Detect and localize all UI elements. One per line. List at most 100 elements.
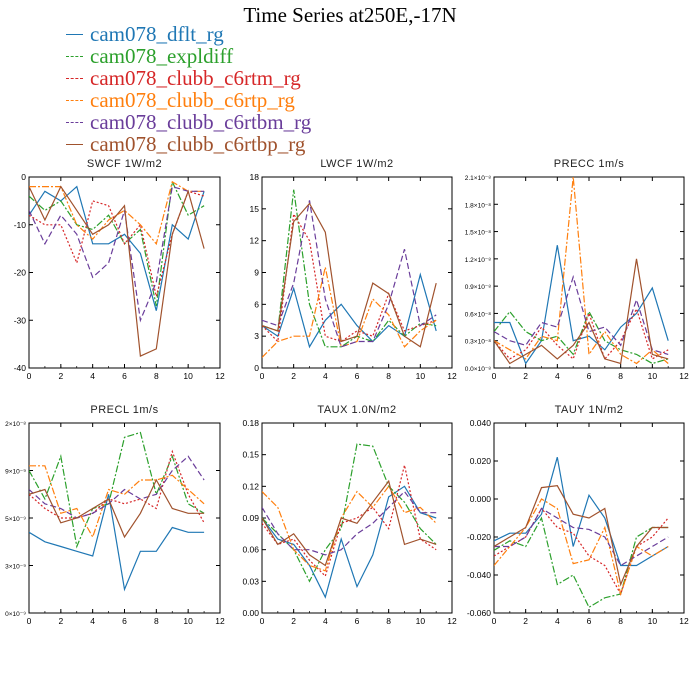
- legend-swatch: [66, 78, 83, 79]
- chart-title: SWCF 1W/m2: [87, 158, 162, 170]
- series-group: [494, 177, 669, 365]
- plot-frame: [261, 422, 453, 614]
- x-tick-label: 0: [492, 616, 497, 626]
- series-line: [262, 202, 437, 348]
- y-tick-label: 5×10⁻⁹: [5, 516, 26, 523]
- series-line: [262, 479, 437, 567]
- y-tick-label: -30: [14, 315, 27, 325]
- chart-panel: SWCF 1W/m2 0 2 4 6 8 10 12 -40 -30 -20 -10 0: [14, 158, 225, 381]
- series-line: [29, 478, 205, 539]
- y-tick-label: -20: [14, 268, 27, 278]
- y-tick-label: 12: [250, 236, 260, 246]
- x-tick-label: 10: [183, 616, 193, 626]
- legend-label: cam078_expldiff: [90, 44, 234, 68]
- y-tick-label: -0.020: [467, 532, 491, 542]
- x-tick-label: 6: [587, 616, 592, 626]
- y-tick-label: 1.8×10⁻⁸: [465, 202, 491, 209]
- y-tick-label: 6: [254, 299, 259, 309]
- series-line: [494, 516, 669, 609]
- series-line: [494, 507, 669, 567]
- x-tick-label: 2: [523, 371, 528, 381]
- series-line: [262, 272, 437, 349]
- series-line: [262, 485, 437, 599]
- series-line: [494, 274, 669, 355]
- y-tick-label: 0.040: [470, 418, 492, 428]
- x-tick-label: 4: [323, 616, 328, 626]
- y-tick-label: -10: [14, 220, 27, 230]
- series-line: [29, 185, 205, 357]
- x-tick-label: 2: [291, 371, 296, 381]
- series-line: [262, 485, 437, 572]
- series-line: [262, 189, 437, 348]
- x-tick-label: 8: [618, 616, 623, 626]
- x-tick-label: 6: [355, 371, 360, 381]
- y-tick-label: 0.12: [242, 481, 259, 491]
- x-tick-label: 12: [447, 371, 457, 381]
- legend-label: cam078_clubb_c6rtbp_rg: [90, 132, 306, 156]
- y-tick-label: 0.18: [242, 418, 259, 428]
- series-line: [494, 457, 669, 567]
- figure-title: Time Series at250E,-17N: [243, 3, 457, 27]
- legend-swatch: [66, 56, 83, 57]
- x-tick-label: 8: [386, 616, 391, 626]
- x-tick-label: 12: [215, 371, 225, 381]
- y-tick-label: 0.15: [242, 450, 259, 460]
- chart-title: PRECL 1m/s: [90, 404, 158, 416]
- y-tick-label: 18: [250, 172, 260, 182]
- chart-panel: TAUY 1N/m2 0 2 4 6 8 10 12 -0.060 -0.040 -0.020 0.0…: [467, 404, 689, 626]
- x-tick-label: 2: [58, 616, 63, 626]
- y-tick-label: 0.3×10⁻⁸: [465, 339, 491, 346]
- legend-label: cam078_dflt_rg: [90, 22, 224, 46]
- y-tick-label: 0×10⁻⁹: [5, 611, 26, 618]
- y-tick-label: 1.5×10⁻⁸: [465, 230, 491, 237]
- series-line: [29, 465, 205, 539]
- series-line: [494, 258, 669, 365]
- legend-label: cam078_clubb_c6rtm_rg: [90, 66, 301, 90]
- chart-title: LWCF 1W/m2: [320, 158, 393, 170]
- x-tick-label: 0: [260, 616, 265, 626]
- y-tick-label: -0.060: [467, 608, 491, 618]
- x-tick-label: 8: [618, 371, 623, 381]
- x-tick-label: 2: [291, 616, 296, 626]
- series-group: [262, 189, 437, 358]
- x-tick-label: 0: [492, 371, 497, 381]
- series-line: [262, 212, 437, 343]
- x-tick-label: 2: [58, 371, 63, 381]
- series-line: [29, 180, 205, 246]
- x-tick-label: 12: [447, 616, 457, 626]
- x-tick-label: 10: [416, 371, 426, 381]
- y-tick-label: 9: [254, 268, 259, 278]
- legend-label: cam078_clubb_c6rtp_rg: [90, 88, 295, 112]
- x-tick-label: 6: [122, 616, 127, 626]
- y-tick-label: 0.09: [242, 513, 259, 523]
- series-line: [494, 498, 669, 597]
- y-tick-label: 0: [21, 172, 26, 182]
- series-line: [494, 485, 669, 587]
- series-line: [29, 179, 205, 307]
- y-tick-label: 1.2×10⁻⁸: [465, 257, 491, 264]
- chart-title: PRECC 1m/s: [554, 158, 624, 170]
- x-tick-label: 2: [523, 616, 528, 626]
- x-tick-label: 8: [154, 371, 159, 381]
- x-tick-label: 10: [183, 371, 193, 381]
- series-group: [494, 457, 669, 609]
- x-tick-label: 8: [154, 616, 159, 626]
- x-tick-label: 12: [679, 616, 689, 626]
- chart-title: TAUX 1.0N/m2: [317, 404, 396, 416]
- chart-panel: LWCF 1W/m2 0 2 4 6 8 10 12 0 3 6 9 12 15 18: [250, 158, 457, 381]
- series-group: [29, 179, 205, 357]
- x-tick-label: 6: [122, 371, 127, 381]
- chart-title: TAUY 1N/m2: [555, 404, 624, 416]
- y-tick-label: 0.9×10⁻⁸: [465, 284, 491, 291]
- y-tick-label: 0: [254, 363, 259, 373]
- plot-frame: [493, 176, 685, 369]
- chart-panel: PRECC 1m/s 0 2 4 6 8 10 12 0.0×10⁻⁸ 0.3×10⁻⁸ 0.6×1…: [465, 158, 689, 381]
- x-tick-label: 0: [260, 371, 265, 381]
- x-tick-label: 10: [648, 371, 658, 381]
- plot-frame: [261, 176, 453, 369]
- series-line: [29, 190, 205, 297]
- legend-swatch: [66, 144, 83, 145]
- plot-frame: [28, 422, 221, 614]
- legend-label: cam078_clubb_c6rtbm_rg: [90, 110, 312, 134]
- x-tick-label: 4: [90, 616, 95, 626]
